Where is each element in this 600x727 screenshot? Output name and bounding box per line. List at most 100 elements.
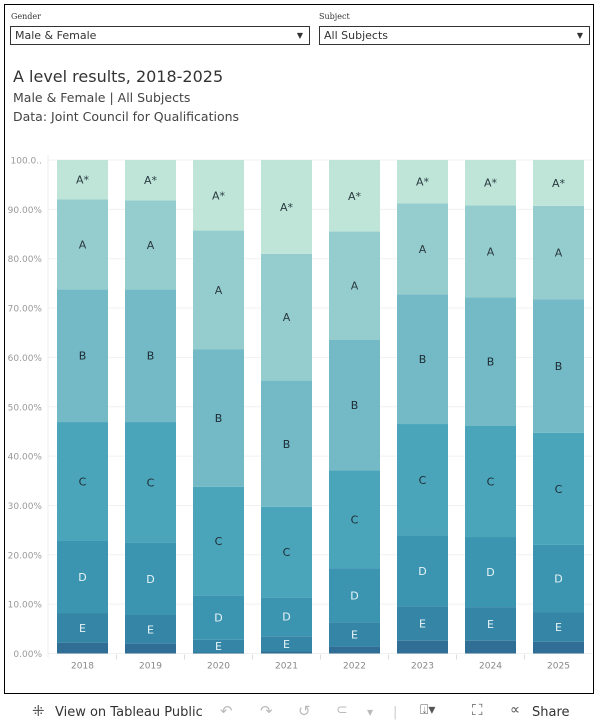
bar-segment-label: A* [76,174,90,187]
bar-segment-label: C [283,546,291,559]
bar-segment-e [465,607,516,641]
toolbar: ⁜ View on Tableau Public ↶ ↷ ↺ ⊂ ▼ | ⍗▾ … [0,697,600,727]
gender-value: Male & Female [15,29,97,42]
bar-segment-label: A* [212,189,226,202]
bar-segment-astar [533,160,584,206]
bar-segment-e [193,639,244,653]
y-tick-label: 40.00% [8,453,43,463]
y-tick-label: 70.00% [8,305,43,315]
bar-segment-b [397,294,448,425]
bar-segment-label: A [79,238,87,251]
y-tick-label: 90.00% [8,206,43,216]
refresh-icon[interactable]: ⊂ [336,702,348,718]
bar-segment-label: D [146,573,154,586]
bar-segment-label: D [350,589,358,602]
bar-segment-astar [125,160,176,201]
bar-segment-u [533,641,584,654]
bar-segment-label: A [283,311,291,324]
view-on-tableau-link[interactable]: View on Tableau Public [55,705,203,720]
bar-segment-label: A [147,239,155,252]
subject-dropdown[interactable]: All Subjects ▼ [319,26,590,45]
y-tick-label: 100.0.. [11,157,43,167]
bar-segment-label: D [486,566,494,579]
x-tick-label: 2023 [411,662,434,672]
bar-segment-astar [397,160,448,204]
bar-segment-label: E [555,621,562,634]
share-button[interactable]: Share [532,705,570,720]
bar-segment-label: A* [552,177,566,190]
bar-segment-label: D [554,572,562,585]
bar-segment-d [261,597,312,637]
bar-segment-label: C [555,483,563,496]
bar-segment-b [329,339,380,471]
bar-segment-b [533,299,584,433]
bar-segment-c [533,432,584,545]
bar-segment-label: E [283,638,290,651]
bar-segment-label: B [283,438,291,451]
bar-segment-label: A [487,245,495,258]
bar-segment-d [125,542,176,616]
bar-segment-u [261,651,312,654]
bar-segment-a [125,200,176,290]
bar-segment-a [329,231,380,340]
bar-segment-label: C [215,535,223,548]
x-tick-label: 2024 [479,662,502,672]
fullscreen-icon[interactable]: ⛶ [472,701,483,719]
redo-icon[interactable]: ↷ [260,702,273,720]
bar-segment-astar [465,160,516,206]
chevron-down-icon[interactable]: ▼ [367,708,374,717]
bar-segment-label: A* [348,190,362,203]
x-tick-label: 2019 [139,662,162,672]
bar-segment-label: B [419,353,427,366]
bar-segment-d [465,537,516,608]
bar-segment-label: C [487,476,495,489]
bar-segment-d [193,595,244,640]
chart-source: Data: Joint Council for Qualifications [13,109,240,124]
x-tick-label: 2022 [343,662,366,672]
bar-segment-label: D [282,611,290,624]
bar-segment-label: E [147,623,154,636]
download-icon[interactable]: ⍗▾ [420,702,436,718]
bar-segment-label: E [351,629,358,642]
chevron-down-icon: ▼ [296,31,303,40]
bar-segment-c [465,425,516,538]
bar-segment-e [261,636,312,652]
bar-segment-label: A [419,243,427,256]
bar-segment-label: E [215,640,222,653]
bar-segment-label: B [147,350,155,363]
bar-segment-d [397,535,448,607]
bar-segment-label: D [78,571,86,584]
bar-segment-a [465,205,516,298]
bar-segment-u [329,646,380,654]
x-tick-label: 2018 [71,662,94,672]
gender-dropdown[interactable]: Male & Female ▼ [10,26,310,45]
bar-segment-u [193,652,244,654]
bar-segment-astar [57,160,108,200]
bar-segment-c [397,424,448,536]
share-icon[interactable]: ∝ [510,702,521,718]
revert-icon[interactable]: ↺ [298,702,311,720]
bar-segment-e [125,615,176,644]
bar-segment-astar [329,160,380,232]
bar-segment-d [533,544,584,613]
subject-value: All Subjects [324,29,388,42]
bar-segment-label: E [79,622,86,635]
bar-segment-astar [261,160,312,254]
bar-segment-label: B [215,412,223,425]
bar-segment-label: C [351,513,359,526]
y-tick-label: 0.00% [13,650,42,660]
bar-segment-a [261,253,312,381]
undo-icon[interactable]: ↶ [220,702,233,720]
bar-segment-astar [193,160,244,231]
y-tick-label: 50.00% [8,403,43,413]
bar-segment-a [397,203,448,295]
bar-segment-u [465,640,516,654]
bar-segment-label: C [79,476,87,489]
y-tick-label: 20.00% [8,551,43,561]
divider: | [393,705,398,720]
stacked-bar-chart: 0.00% 10.00% 20.00% 30.00% 40.00% 50.00% 60.00… [8,155,592,672]
bar-segment-label: A* [280,201,294,214]
bar-segment-d [57,540,108,614]
y-tick-label: 30.00% [8,502,43,512]
bar-segment-label: A [555,247,563,260]
